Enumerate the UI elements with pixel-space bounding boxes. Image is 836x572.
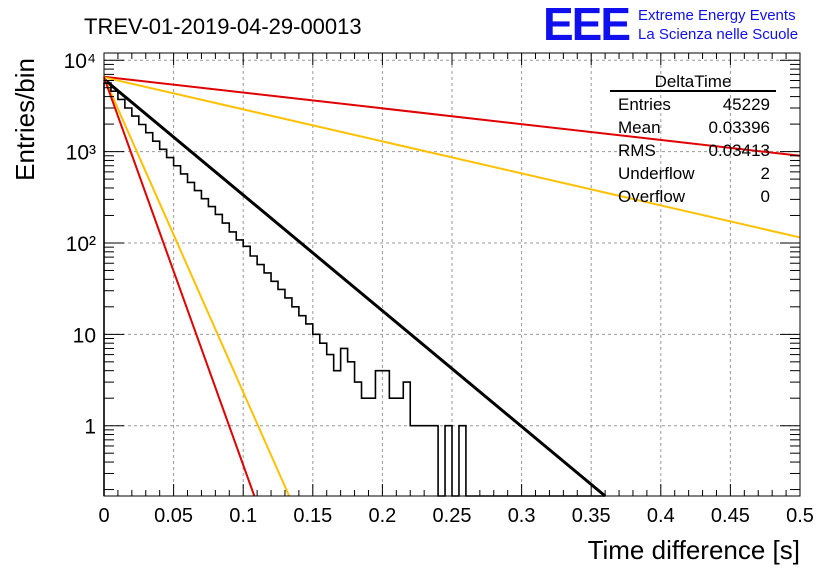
stats-box: DeltaTime Entries 45229 Mean 0.03396 RMS 0.03… <box>610 72 776 206</box>
series-line <box>103 78 607 498</box>
x-tick-label: 0 <box>98 505 109 527</box>
series-line <box>103 76 801 239</box>
x-tick-label: 0.15 <box>293 505 332 527</box>
eee-logo: EEE <box>543 0 629 50</box>
series-line <box>103 76 291 497</box>
series-line <box>103 76 256 497</box>
stats-row-value: 0 <box>761 187 770 206</box>
x-axis: 0 0.05 0.1 0.15 0.2 0.25 0.3 0.35 0.4 0.45 0.5 <box>98 53 814 527</box>
x-tick-label: 0.1 <box>229 505 257 527</box>
y-tick-label: 1 <box>84 416 96 439</box>
stats-row-value: 0.03413 <box>709 141 770 160</box>
stats-row-value: 2 <box>761 164 770 183</box>
y-tick-label: 10 <box>73 324 96 347</box>
y-axis: 1 10 10² 10³ 10⁴ <box>64 50 800 491</box>
x-tick-label: 0.3 <box>508 505 536 527</box>
run-title: TREV-01-2019-04-29-00013 <box>84 14 362 39</box>
stats-title: DeltaTime <box>655 72 732 91</box>
y-axis-title: Entries/bin <box>10 58 40 181</box>
x-tick-label: 0.4 <box>647 505 675 527</box>
x-tick-label: 0.05 <box>154 505 193 527</box>
org-name-line2: La Scienza nelle Scuole <box>638 26 798 43</box>
curves <box>103 75 801 498</box>
stats-row-label: Mean <box>618 118 661 137</box>
org-name-line1: Extreme Energy Events <box>638 7 796 24</box>
stats-row-value: 0.03396 <box>709 118 770 137</box>
stats-row-value: 45229 <box>723 95 770 114</box>
y-tick-label: 10³ <box>66 142 96 165</box>
series-line <box>103 75 801 157</box>
stats-row-label: Underflow <box>618 164 695 183</box>
y-tick-label: 10² <box>66 233 96 256</box>
x-tick-label: 0.45 <box>711 505 750 527</box>
x-tick-label: 0.5 <box>786 505 814 527</box>
stats-row-label: RMS <box>618 141 656 160</box>
x-tick-label: 0.25 <box>433 505 472 527</box>
x-axis-title: Time difference [s] <box>588 535 800 565</box>
stats-row-label: Overflow <box>618 187 686 206</box>
stats-row-label: Entries <box>618 95 671 114</box>
x-tick-label: 0.35 <box>572 505 611 527</box>
y-tick-label: 10⁴ <box>64 50 96 73</box>
x-tick-label: 0.2 <box>368 505 396 527</box>
